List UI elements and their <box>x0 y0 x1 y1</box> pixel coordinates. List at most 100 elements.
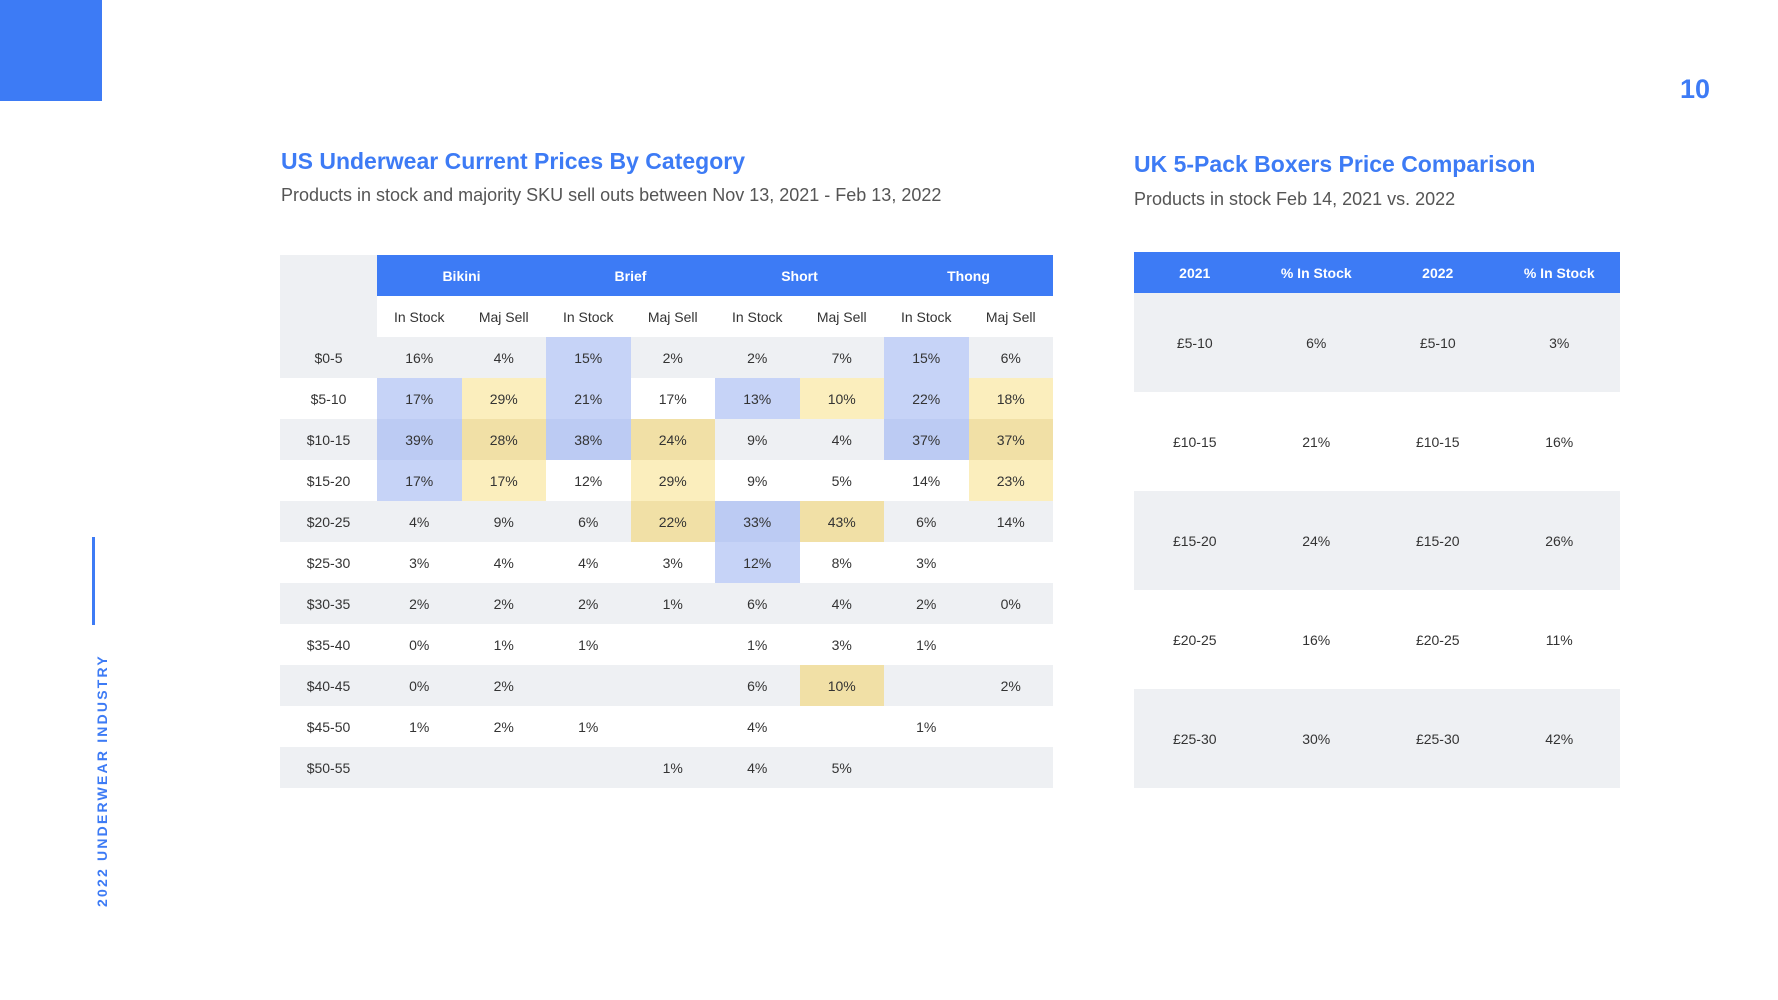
table-row: £15-20 24% £15-20 26% <box>1134 491 1620 590</box>
table-cell: 6% <box>715 583 800 624</box>
table-cell: 18% <box>968 378 1054 419</box>
table-cell: 4% <box>715 747 800 788</box>
subheader: In Stock <box>884 296 969 337</box>
table-cell: 6% <box>546 501 631 542</box>
table-cell: 6% <box>884 501 969 542</box>
table-cell: 13% <box>715 378 800 419</box>
table-cell: 4% <box>799 583 884 624</box>
table-cell: 2% <box>546 583 631 624</box>
table-cell: 17% <box>461 460 546 501</box>
table-cell: 16% <box>1255 590 1377 689</box>
table-cell: 4% <box>461 337 546 378</box>
uk-price-table: 2021 % In Stock 2022 % In Stock £5-10 6%… <box>1134 252 1620 788</box>
table-cell: £20-25 <box>1377 590 1499 689</box>
table-cell: £5-10 <box>1377 293 1499 392</box>
category-header-thong: Thong <box>884 255 1054 296</box>
table-cell: 29% <box>461 378 546 419</box>
table-row: £10-15 21% £10-15 16% <box>1134 392 1620 491</box>
table-cell: 21% <box>1255 392 1377 491</box>
side-section-label: 2022 UNDERWEAR INDUSTRY <box>94 654 110 907</box>
table-cell: 22% <box>630 501 715 542</box>
row-label: $50-55 <box>280 747 377 788</box>
table-cell <box>968 747 1054 788</box>
table-cell <box>884 747 969 788</box>
subheader: Maj Sell <box>461 296 546 337</box>
table-cell <box>799 706 884 747</box>
table-row: £5-10 6% £5-10 3% <box>1134 293 1620 392</box>
table-row: $0-5 16% 4% 15% 2% 2% 7% 15% 6% <box>280 337 1054 378</box>
corner-accent-block <box>0 0 102 101</box>
table-cell: 24% <box>630 419 715 460</box>
table-row: $10-15 39% 28% 38% 24% 9% 4% 37% 37% <box>280 419 1054 460</box>
row-label: $25-30 <box>280 542 377 583</box>
table-cell: £20-25 <box>1134 590 1256 689</box>
table-cell: 7% <box>799 337 884 378</box>
table-cell <box>461 747 546 788</box>
table-cell <box>968 542 1054 583</box>
row-label: $30-35 <box>280 583 377 624</box>
table-cell: 5% <box>799 460 884 501</box>
table-cell: 0% <box>377 624 462 665</box>
column-header: 2021 <box>1134 252 1256 293</box>
table-cell <box>884 665 969 706</box>
table-cell: 4% <box>377 501 462 542</box>
table-cell: 6% <box>715 665 800 706</box>
table-row: $20-25 4% 9% 6% 22% 33% 43% 6% 14% <box>280 501 1054 542</box>
table-cell: 10% <box>799 665 884 706</box>
uk-table-subtitle: Products in stock Feb 14, 2021 vs. 2022 <box>1134 189 1456 209</box>
table-cell: 6% <box>968 337 1054 378</box>
table-cell: 4% <box>546 542 631 583</box>
table-cell: 1% <box>630 583 715 624</box>
subheader: Maj Sell <box>630 296 715 337</box>
table-cell: 37% <box>968 419 1054 460</box>
table-cell: 1% <box>377 706 462 747</box>
table-cell: £25-30 <box>1134 689 1256 788</box>
table-cell: 12% <box>546 460 631 501</box>
table-cell: 39% <box>377 419 462 460</box>
table-cell: 0% <box>968 583 1054 624</box>
table-cell <box>377 747 462 788</box>
row-label: $15-20 <box>280 460 377 501</box>
table-cell: 26% <box>1498 491 1620 590</box>
table-cell: 33% <box>715 501 800 542</box>
table-cell: 1% <box>546 624 631 665</box>
table-cell: 17% <box>377 378 462 419</box>
table-cell: 11% <box>1498 590 1620 689</box>
table-row: $30-35 2% 2% 2% 1% 6% 4% 2% 0% <box>280 583 1054 624</box>
us-table-subtitle: Products in stock and majority SKU sell … <box>281 185 942 205</box>
table-cell: 10% <box>799 378 884 419</box>
table-cell: 4% <box>799 419 884 460</box>
category-header-brief: Brief <box>546 255 715 296</box>
side-accent-line <box>92 537 95 625</box>
table-cell: 43% <box>799 501 884 542</box>
column-header: % In Stock <box>1498 252 1620 293</box>
table-cell: 3% <box>630 542 715 583</box>
table-cell: 3% <box>799 624 884 665</box>
table-cell: 2% <box>461 583 546 624</box>
table-cell: 2% <box>461 665 546 706</box>
subheader: In Stock <box>715 296 800 337</box>
table-cell: 8% <box>799 542 884 583</box>
table-cell: £10-15 <box>1377 392 1499 491</box>
table-cell: 42% <box>1498 689 1620 788</box>
table-cell: 29% <box>630 460 715 501</box>
table-cell: 2% <box>968 665 1054 706</box>
table-cell: 1% <box>884 624 969 665</box>
row-label: $20-25 <box>280 501 377 542</box>
table-cell: 9% <box>715 460 800 501</box>
table-cell: 3% <box>884 542 969 583</box>
row-label: $45-50 <box>280 706 377 747</box>
row-label: $0-5 <box>280 337 377 378</box>
uk-table-title: UK 5-Pack Boxers Price Comparison <box>1134 151 1536 177</box>
table-cell: 15% <box>546 337 631 378</box>
table-cell: 2% <box>377 583 462 624</box>
table-cell: 1% <box>630 747 715 788</box>
table-cell: 1% <box>461 624 546 665</box>
us-price-table: Bikini Brief Short Thong In Stock Maj Se… <box>280 255 1054 788</box>
table-cell <box>546 747 631 788</box>
table-cell: 24% <box>1255 491 1377 590</box>
table-row: $50-55 1% 4% 5% <box>280 747 1054 788</box>
row-label: $35-40 <box>280 624 377 665</box>
table-cell: 17% <box>377 460 462 501</box>
table-cell: 21% <box>546 378 631 419</box>
